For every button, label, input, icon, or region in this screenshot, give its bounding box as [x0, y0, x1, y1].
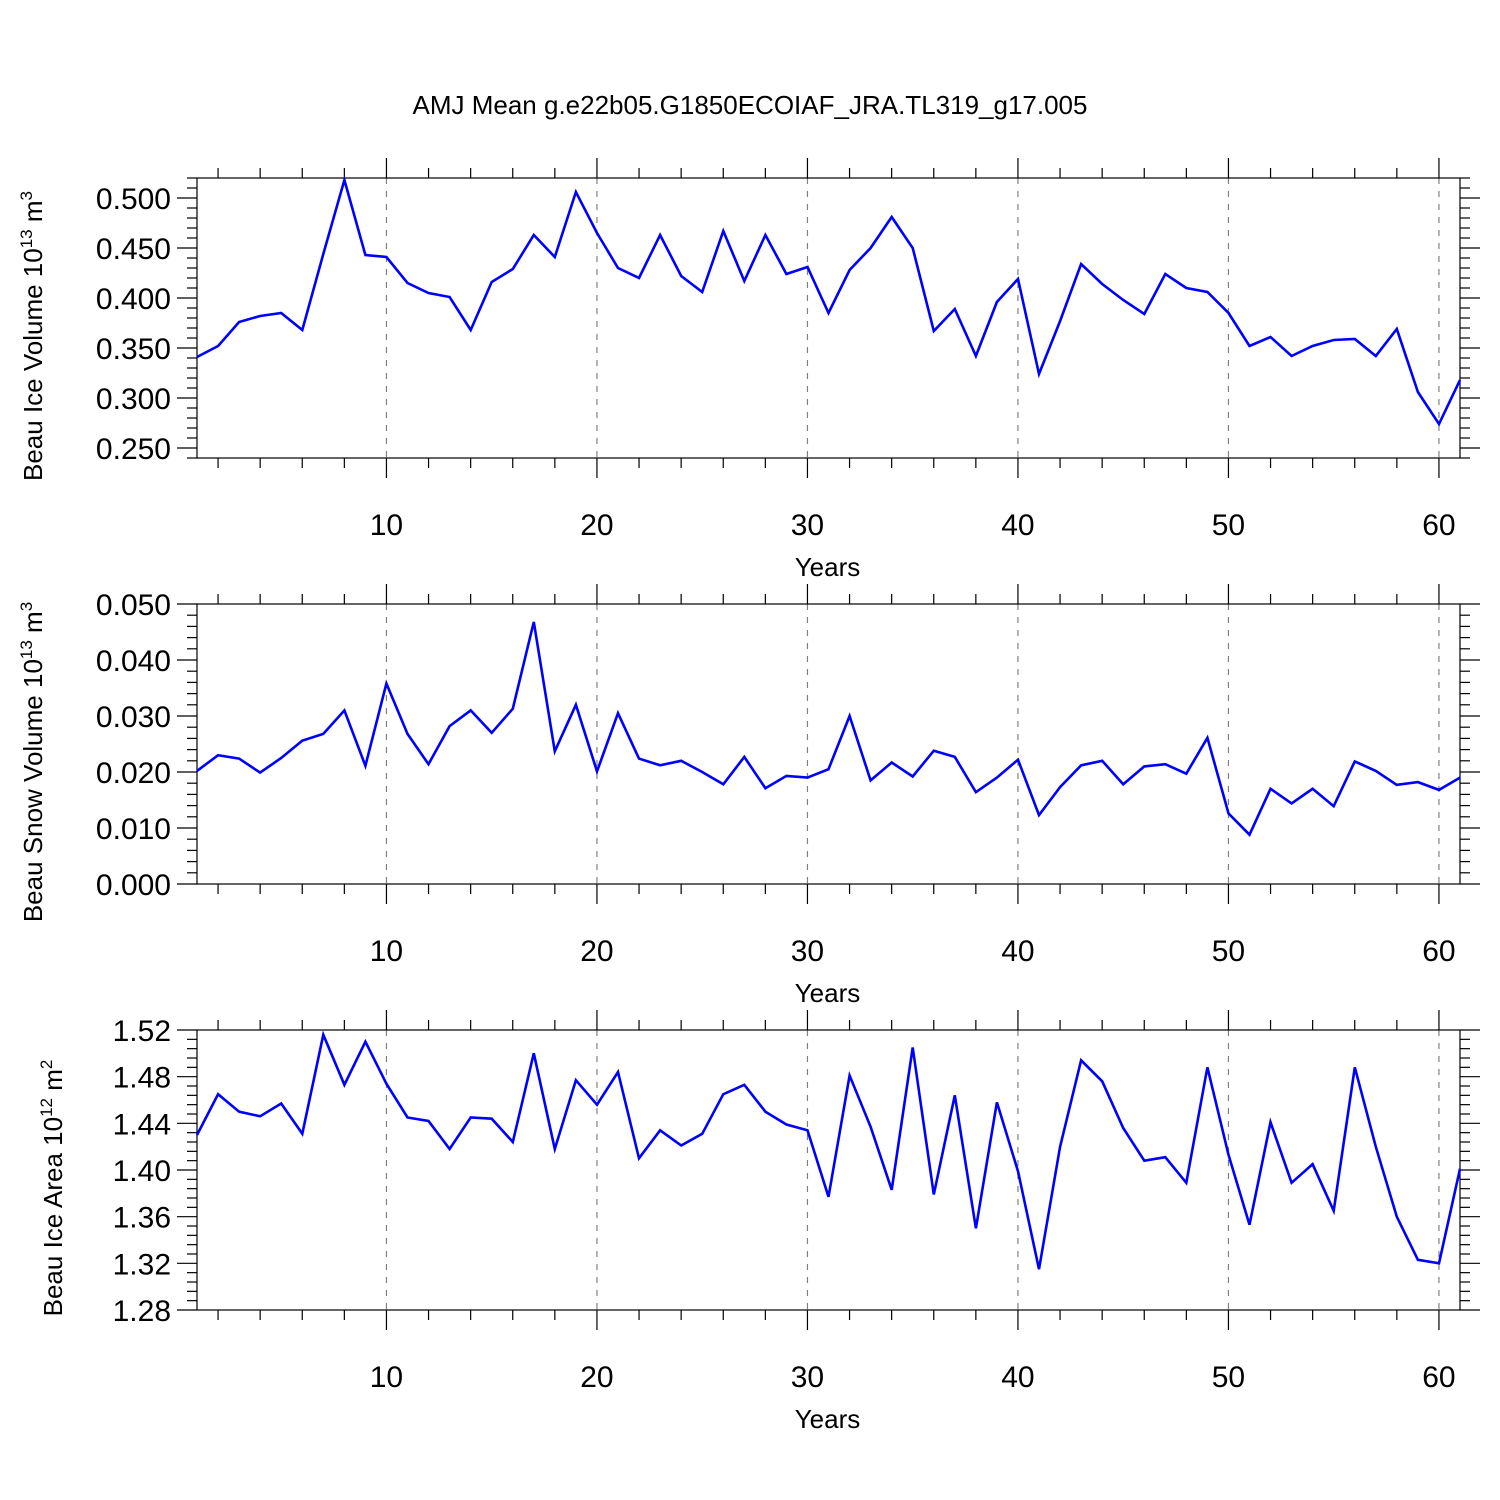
y-axis-title: Beau Snow Volume 1013 m3 — [17, 602, 48, 922]
y-axis-title-unit-exponent: 3 — [17, 191, 36, 200]
x-tick-label: 60 — [1422, 1361, 1455, 1394]
y-tick-label: 0.300 — [96, 383, 171, 416]
y-tick-label: 0.250 — [96, 433, 171, 466]
x-tick-label: 30 — [791, 1361, 824, 1394]
x-tick-label: 50 — [1212, 1361, 1245, 1394]
y-axis-title-text: Beau Ice Area 10 — [38, 1117, 68, 1316]
y-tick-label: 0.020 — [96, 757, 171, 790]
x-tick-label: 40 — [1001, 1361, 1034, 1394]
y-axis-title-unit-exponent: 2 — [37, 1060, 56, 1069]
y-axis-title-exponent: 12 — [37, 1098, 56, 1117]
plot-frame — [196, 603, 1461, 885]
panels: 0.250 0.300 0.350 0.400 0.450 0.500 10 20 30 40 50… — [17, 158, 1480, 1434]
y-tick-label: 0.030 — [96, 701, 171, 734]
y-axis-title-exponent: 13 — [17, 640, 36, 659]
x-tick-label: 30 — [791, 935, 824, 968]
y-axis-title-text: Beau Snow Volume 10 — [18, 659, 48, 922]
y-tick-label: 1.32 — [113, 1248, 171, 1281]
x-tick-label: 20 — [580, 1361, 613, 1394]
x-tick-label: 40 — [1001, 935, 1034, 968]
y-axis-title-unit: m — [18, 200, 48, 229]
panel-ice-volume: 0.250 0.300 0.350 0.400 0.450 0.500 10 20 30 40 50… — [17, 158, 1480, 582]
y-axis-title-unit: m — [18, 611, 48, 640]
x-tick-label: 10 — [370, 935, 403, 968]
y-tick-label: 0.050 — [96, 589, 171, 622]
x-tick-label: 60 — [1422, 509, 1455, 542]
y-tick-label: 0.350 — [96, 333, 171, 366]
series-line-ice-volume — [196, 175, 1462, 427]
y-tick-label: 1.36 — [113, 1202, 171, 1235]
x-tick-label: 50 — [1212, 935, 1245, 968]
y-axis-title-exponent: 13 — [17, 229, 36, 248]
y-tick-label: 0.450 — [96, 233, 171, 266]
y-axis-title-text: Beau Ice Volume 10 — [18, 248, 48, 481]
y-axis-title: Beau Ice Area 1012 m2 — [37, 1060, 68, 1317]
y-tick-label: 1.40 — [113, 1155, 171, 1188]
x-tick-label: 30 — [791, 509, 824, 542]
y-tick-label: 1.44 — [113, 1108, 171, 1141]
y-tick-label: 1.48 — [113, 1062, 171, 1095]
figure-title: AMJ Mean g.e22b05.G1850ECOIAF_JRA.TL319_… — [413, 90, 1088, 120]
y-axis-title-unit: m — [38, 1069, 68, 1098]
y-tick-label: 1.52 — [113, 1015, 171, 1048]
series-line-ice-area — [195, 1030, 1462, 1270]
y-tick-label: 0.400 — [96, 283, 171, 316]
x-axis-title: Years — [795, 1404, 861, 1434]
y-axis-title-unit-exponent: 3 — [17, 602, 36, 611]
x-tick-label: 20 — [580, 935, 613, 968]
y-tick-label: 0.000 — [96, 869, 171, 902]
x-tick-label: 10 — [370, 509, 403, 542]
y-tick-label: 0.040 — [96, 645, 171, 678]
x-axis-title: Years — [795, 552, 861, 582]
x-tick-label: 60 — [1422, 935, 1455, 968]
x-tick-label: 40 — [1001, 509, 1034, 542]
series-line-snow-volume — [196, 621, 1461, 837]
y-tick-label: 0.010 — [96, 813, 171, 846]
panel-ice-area: 1.28 1.32 1.36 1.40 1.44 1.48 1.52 10 20 30 40 50 60… — [37, 1010, 1480, 1434]
y-tick-label: 1.28 — [113, 1295, 171, 1328]
x-tick-label: 50 — [1212, 509, 1245, 542]
x-tick-label: 10 — [370, 1361, 403, 1394]
x-tick-label: 20 — [580, 509, 613, 542]
y-tick-label: 0.500 — [96, 183, 171, 216]
y-axis-title: Beau Ice Volume 1013 m3 — [17, 191, 48, 481]
x-axis-title: Years — [795, 978, 861, 1008]
panel-snow-volume: 0.000 0.010 0.020 0.030 0.040 0.050 10 20 30 40 50… — [17, 584, 1480, 1008]
